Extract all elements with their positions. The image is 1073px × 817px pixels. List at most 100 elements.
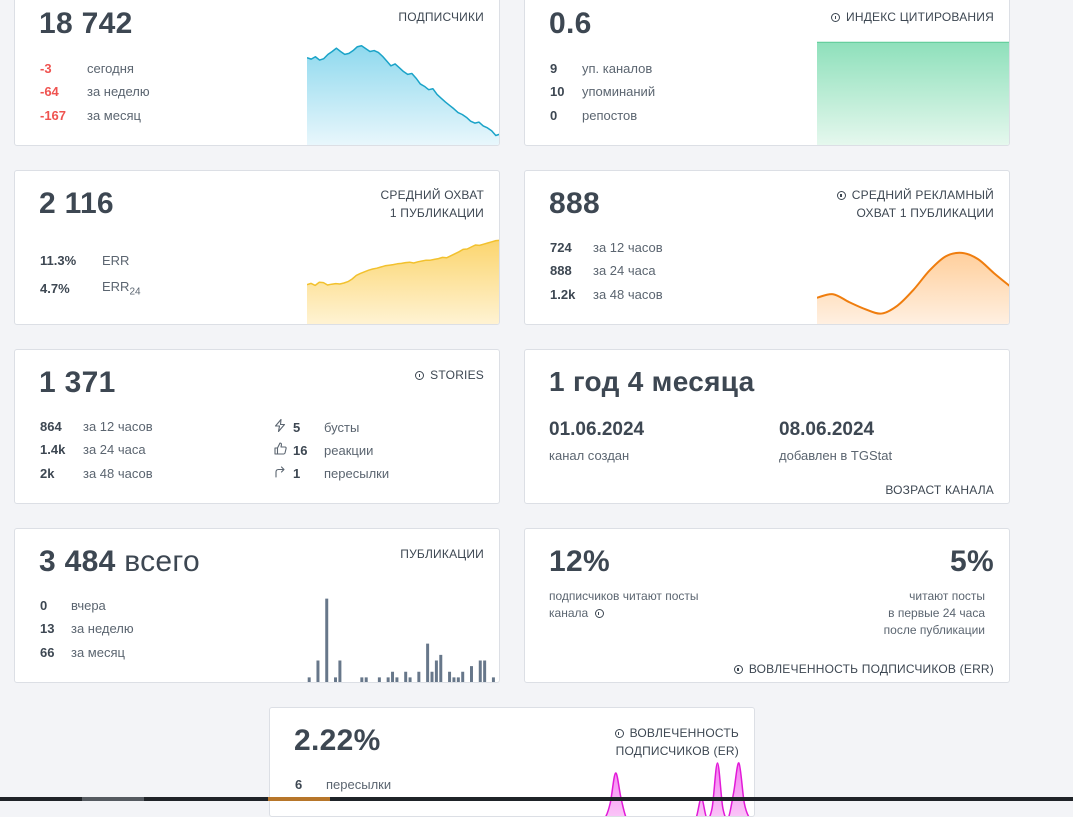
citation-channels-label: уп. каналов [582,61,653,76]
publications-count: 3 484 [39,545,116,578]
publications-suffix: всего [124,545,200,578]
citation-title: ИНДЕКС ЦИТИРОВАНИЯ [831,8,994,26]
ad-reach-value: 888 [549,187,600,220]
citation-chart [817,41,1009,145]
publications-bar [474,682,477,683]
stories-row: 2k за 48 часов [40,466,153,481]
avg-reach-trend-area [307,240,499,324]
engagement-er-title-line1: ВОВЛЕЧЕННОСТЬ [629,726,739,740]
question-icon[interactable] [831,13,841,22]
publications-bar [377,677,381,682]
lightning-icon [273,418,287,435]
err-row: 11.3% ERR [40,253,129,268]
publications-bar [452,677,456,682]
publications-bar [338,660,342,682]
stories-card[interactable]: 1 371 STORIES 864 за 12 часов 1.4k за 24… [14,349,500,504]
publications-bar [483,660,487,682]
channel-age-card[interactable]: 1 год 4 месяца 01.06.2024 канал создан 0… [524,349,1010,504]
err24-value: 4.7% [40,280,70,296]
ad-reach-24h-label: за 24 часа [593,263,656,278]
subscribers-count: 18 742 [39,7,133,40]
added-date: 08.06.2024 [779,419,875,440]
publications-card[interactable]: 3 484 всего ПУБЛИКАЦИИ 0 вчера 13 за нед… [14,528,500,683]
publications-row: 13 за неделю [40,621,134,636]
citation-reposts-label: репостов [582,108,638,123]
question-icon[interactable] [614,729,624,738]
engagement-er-trend-line [605,762,750,816]
publications-week-value: 13 [40,621,55,636]
publications-bar [352,682,355,683]
publications-bar [364,677,368,682]
question-icon[interactable] [836,191,846,200]
avg-reach-title: СРЕДНИЙ ОХВАТ 1 ПУБЛИКАЦИИ [381,186,484,222]
stories-value: 1 371 [39,366,116,399]
ad-reach-card[interactable]: 888 СРЕДНИЙ РЕКЛАМНЫЙ ОХВАТ 1 ПУБЛИКАЦИИ… [524,170,1010,325]
question-icon[interactable] [415,371,425,380]
publications-yesterday-label: вчера [71,598,106,613]
err-left-line2: канала [549,606,589,620]
engagement-err-title: ВОВЛЕЧЕННОСТЬ ПОДПИСЧИКОВ (ERR) [733,660,994,678]
avg-reach-card[interactable]: 2 116 СРЕДНИЙ ОХВАТ 1 ПУБЛИКАЦИИ 11.3% E… [14,170,500,325]
question-icon[interactable] [594,609,604,618]
taskbar-item[interactable] [268,797,330,801]
publications-bar [404,671,408,682]
subscribers-row: -3 сегодня [40,61,134,76]
publications-bar [439,654,443,682]
engagement-er-title: ВОВЛЕЧЕННОСТЬ ПОДПИСЧИКОВ (ER) [614,724,739,760]
citation-channels-value: 9 [550,61,558,76]
publications-bar [391,671,395,682]
citation-reposts-value: 0 [550,108,558,123]
citation-index-value: 0.6 [549,7,592,40]
ad-reach-48h-value: 1.2k [550,287,576,302]
subscribers-card[interactable]: 18 742 ПОДПИСЧИКИ -3 сегодня -64 за неде… [14,0,500,146]
publications-bar [426,643,430,682]
err-left-caption: подписчиков читают посты канала [549,588,699,622]
publications-chart [307,598,495,683]
engagement-er-trend-area [606,762,749,816]
publications-title: ПУБЛИКАЦИИ [400,547,484,561]
citation-row: 0 репостов [550,108,637,123]
forwards-label: пересылки [324,466,390,481]
ad-reach-row: 1.2k за 48 часов [550,287,663,302]
er-row: 6 пересылки [295,777,391,792]
subscribers-week-label: за неделю [87,84,150,99]
subscribers-trend-line [307,45,499,137]
subscribers-today-value: -3 [40,61,52,76]
subscribers-chart [307,45,499,145]
subscribers-week-value: -64 [40,84,59,99]
err-right-line1: читают посты [909,589,985,603]
subscribers-trend-area [307,45,499,145]
created-date: 01.06.2024 [549,419,645,440]
boosts-value: 5 [293,419,301,435]
err-left-line1: подписчиков читают посты [549,589,699,603]
reactions-value: 16 [293,442,308,458]
publications-bar [330,682,333,683]
thumbs-up-icon [273,442,287,458]
taskbar-item[interactable] [82,797,144,801]
boosts-label: бусты [324,419,360,435]
stories-24h-value: 1.4k [40,442,66,457]
publications-bar [369,682,372,683]
publications-bar [360,677,364,682]
publications-bar [422,682,425,683]
err24-subscript: 24 [129,286,141,298]
stories-12h-label: за 12 часов [83,419,153,434]
publications-bar [316,660,320,682]
stories-stat-row: 16 реакции [273,442,373,458]
subscribers-month-label: за месяц [87,108,141,123]
stories-title: STORIES [415,366,484,384]
publications-bar [386,677,390,682]
engagement-err-card[interactable]: 12% 5% подписчиков читают посты канала ч… [524,528,1010,683]
question-icon[interactable] [733,665,743,674]
citation-row: 9 уп. каналов [550,61,652,76]
stories-title-text: STORIES [430,368,484,382]
publications-bar [491,677,495,682]
stories-48h-label: за 48 часов [83,466,153,481]
ad-reach-title-line2: ОХВАТ 1 ПУБЛИКАЦИИ [856,206,994,220]
err24-row: 4.7% ERR24 [40,279,141,298]
ad-reach-24h-value: 888 [550,263,572,278]
citation-card[interactable]: 0.6 ИНДЕКС ЦИТИРОВАНИЯ 9 уп. каналов 10 … [524,0,1010,146]
publications-bar [488,682,491,683]
publications-bar [347,682,350,683]
stories-stat-row: 1 пересылки [273,466,389,481]
